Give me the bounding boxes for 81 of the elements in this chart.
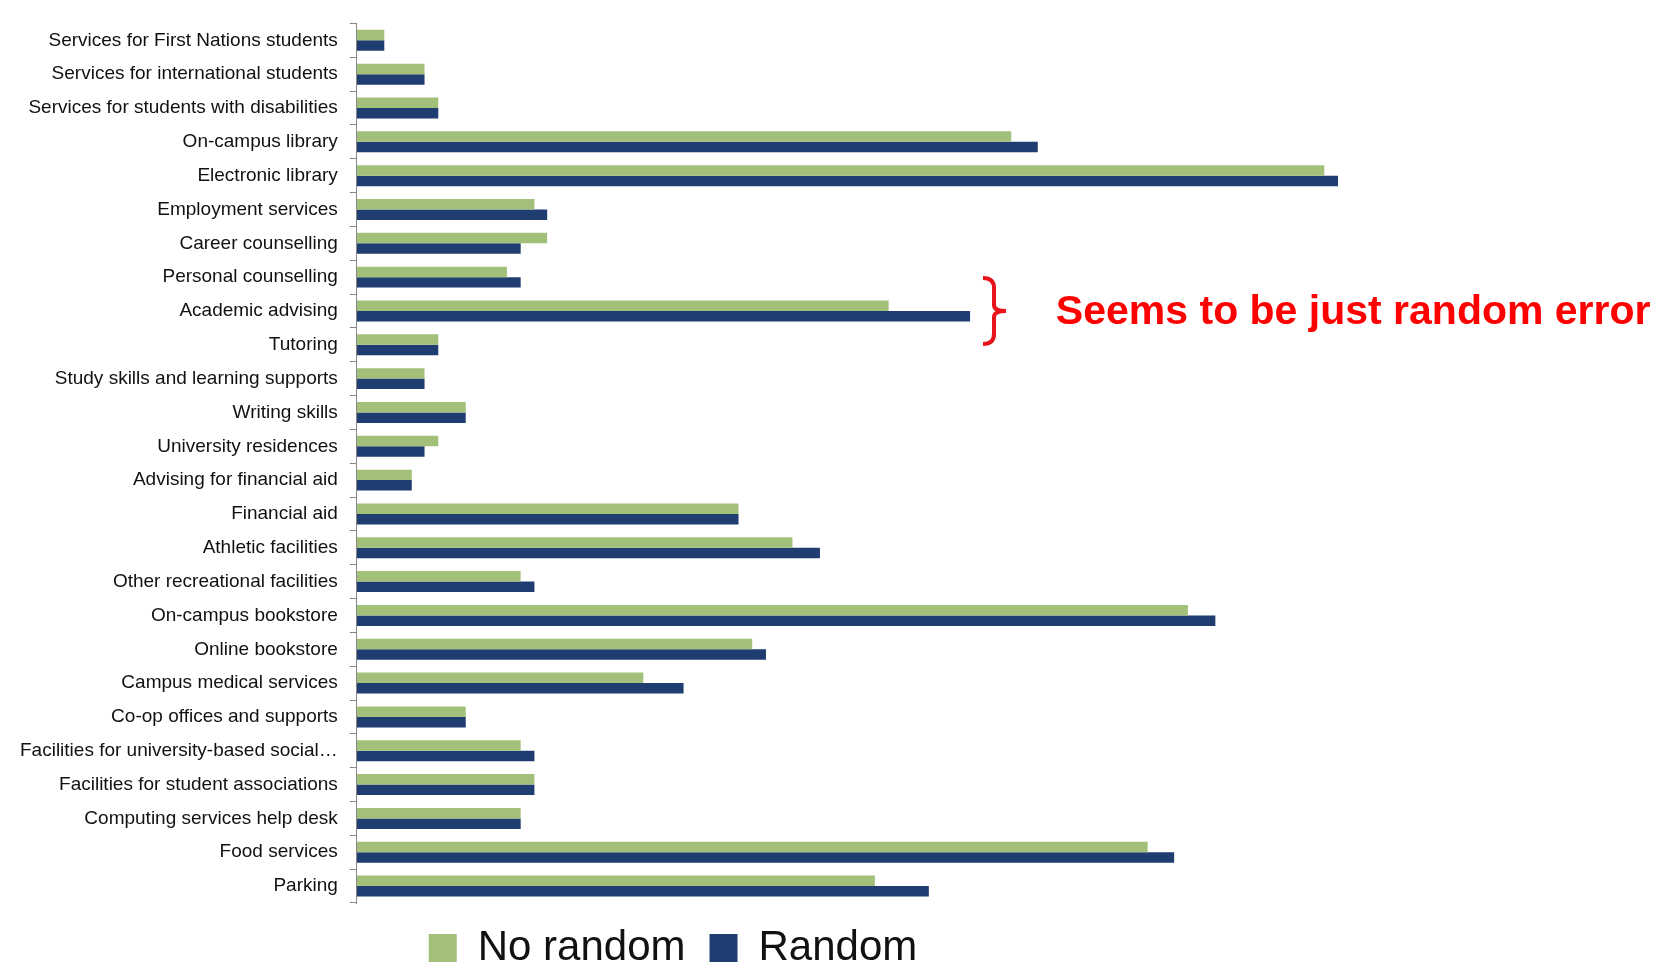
y-tick-label: University residences — [157, 434, 338, 456]
bar — [356, 141, 1038, 153]
bar — [356, 886, 929, 897]
y-tick-label: Co-op offices and supports — [111, 705, 338, 727]
bar — [356, 503, 739, 514]
bar — [356, 604, 1188, 616]
bar — [356, 571, 521, 582]
y-tick-label: Facilities for university-based social… — [19, 739, 338, 760]
y-tick-label: Other recreational facilities — [112, 569, 338, 591]
y-tick-label: Advising for financial aid — [132, 468, 338, 490]
bar — [356, 107, 439, 119]
bar — [356, 266, 507, 278]
y-tick-label: Study skills and learning supports — [54, 366, 338, 388]
y-tick-label: Electronic library — [197, 163, 339, 185]
y-tick-label: Campus medical services — [121, 671, 338, 693]
y-tick-label: Computing services help desk — [84, 806, 339, 828]
bar — [356, 401, 466, 413]
bar — [356, 706, 466, 717]
bar — [356, 581, 535, 593]
bar — [356, 368, 425, 379]
bar — [356, 784, 535, 796]
bar — [356, 649, 766, 660]
y-tick-label: Food services — [219, 840, 338, 862]
bar — [356, 537, 793, 548]
bar — [356, 435, 439, 447]
y-tick-label: Services for international students — [51, 62, 338, 84]
y-tick-label: Parking — [273, 874, 338, 896]
bar — [356, 74, 425, 85]
bar — [356, 547, 820, 559]
y-tick-label: Career counselling — [179, 231, 338, 253]
y-tick-label: On-campus bookstore — [150, 603, 338, 625]
bar — [356, 243, 521, 254]
bar — [356, 131, 1012, 142]
bar — [356, 310, 971, 322]
bar — [356, 334, 439, 345]
bar — [356, 29, 385, 41]
bar — [356, 638, 753, 650]
y-tick-label: Academic advising — [179, 299, 338, 321]
bar — [356, 615, 1216, 626]
bar — [356, 300, 889, 311]
y-tick-label: Financial aid — [231, 502, 338, 524]
bar — [356, 716, 466, 728]
y-tick-label: Services for First Nations students — [48, 28, 338, 50]
bar — [356, 63, 425, 75]
bar — [356, 232, 548, 244]
bar — [356, 469, 412, 481]
bar — [356, 750, 535, 762]
bar — [356, 209, 548, 220]
bar — [356, 513, 739, 525]
bar — [356, 446, 425, 457]
bar — [356, 683, 684, 694]
bar — [356, 672, 644, 684]
bar — [356, 97, 439, 108]
y-tick-label: Facilities for student associations — [59, 772, 338, 794]
bar — [356, 852, 1175, 863]
bar — [356, 807, 521, 819]
y-tick-label: Personal counselling — [162, 265, 338, 287]
legend-label: No random — [477, 921, 686, 969]
bar — [356, 875, 875, 887]
bar — [356, 841, 1148, 853]
y-tick-label: Employment services — [157, 197, 338, 219]
bar — [356, 818, 521, 829]
y-tick-label: Online bookstore — [194, 637, 338, 659]
y-tick-label: On-campus library — [182, 130, 339, 152]
y-tick-label: Athletic facilities — [202, 536, 338, 558]
bar — [356, 740, 521, 751]
bar — [356, 412, 466, 423]
bar — [356, 378, 425, 390]
y-tick-label: Services for students with disabilities — [28, 96, 338, 118]
bar — [356, 198, 535, 210]
bar — [356, 774, 535, 785]
bar — [356, 344, 439, 356]
legend-label: Random — [758, 921, 918, 969]
bar — [356, 165, 1325, 176]
annotation: Seems to be just random error — [1055, 287, 1651, 334]
bar — [356, 175, 1338, 187]
y-tick-label: Tutoring — [268, 333, 338, 355]
bar — [356, 480, 412, 491]
bar — [356, 277, 521, 288]
y-tick-label: Writing skills — [232, 400, 338, 422]
bar — [356, 40, 385, 51]
